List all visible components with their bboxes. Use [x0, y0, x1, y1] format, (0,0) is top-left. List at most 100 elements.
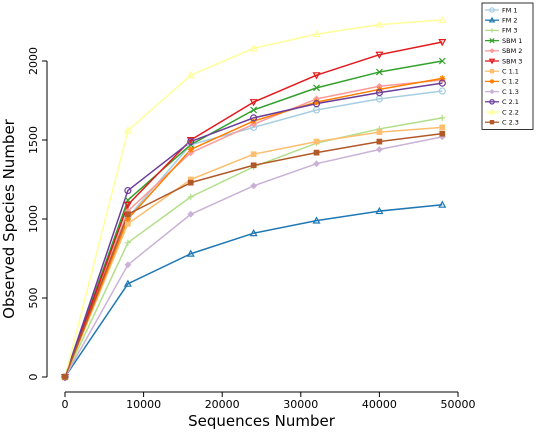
data-point-c-2-2	[438, 15, 447, 23]
data-point-sbm-1	[250, 106, 258, 114]
data-point-c-1-3	[124, 261, 132, 269]
data-point-c-1-1	[376, 129, 383, 135]
data-point-c-1-3	[250, 182, 258, 190]
data-point-c-2-1	[187, 137, 195, 146]
data-point-fm-2	[438, 200, 447, 208]
x-ticks: 0 10000 20000 30000 40000 50000	[62, 392, 476, 411]
data-point-fm-2	[312, 216, 321, 224]
y-tick-label: 1500	[27, 126, 40, 154]
y-tick-label: 500	[27, 288, 40, 309]
data-point-c-1-3	[187, 210, 195, 218]
data-point-c-2-3	[187, 179, 194, 186]
series-markers	[60, 15, 447, 382]
legend-label-c-1-1: C 1.1	[502, 68, 519, 76]
legend-label-c-2-3: C 2.3	[502, 119, 519, 127]
data-point-c-1-3	[375, 146, 383, 153]
legend-label-fm-1: FM 1	[502, 6, 518, 14]
data-point-sbm-3	[123, 201, 132, 210]
data-point-fm-3	[439, 114, 446, 121]
data-point-c-2-1	[438, 79, 446, 87]
data-point-c-1-1	[313, 138, 320, 145]
legend-items: FM 1 FM 2 FM 3 SBM 1 SBM 2 SBM 3 C 1.1 C 1.2 C 1…	[485, 6, 522, 127]
data-point-c-1-2	[313, 99, 320, 106]
series-line-c-2-1	[64, 82, 443, 378]
data-point-c-2-2	[375, 20, 384, 28]
data-point-fm-2	[249, 228, 258, 237]
data-point-c-2-1	[124, 186, 132, 195]
data-point-c-1-3	[313, 160, 320, 168]
y-tick-label: 1000	[27, 205, 40, 233]
legend-label-sbm-2: SBM 2	[502, 47, 522, 55]
data-point-c-1-1	[250, 151, 257, 158]
data-point-fm-1	[438, 87, 446, 95]
y-tick-label: 2000	[27, 47, 40, 75]
data-point-c-2-3	[376, 138, 383, 145]
x-tick-label: 0	[62, 398, 69, 411]
y-axis-title: Observed Species Number	[0, 118, 18, 319]
legend-label-c-2-2: C 2.2	[502, 108, 519, 116]
data-point-sbm-3	[249, 99, 258, 107]
data-point-sbm-1	[438, 57, 446, 65]
data-point-sbm-1	[375, 68, 383, 76]
data-point-c-2-2	[249, 44, 258, 52]
legend-marker-c-1-3	[489, 88, 495, 95]
legend-marker-fm-3	[489, 28, 495, 33]
data-point-sbm-1	[313, 84, 320, 92]
x-tick-label: 50000	[441, 398, 476, 411]
data-point-c-2-1	[250, 114, 258, 122]
legend-label-c-2-1: C 2.1	[502, 98, 519, 106]
data-point-c-2-3	[62, 374, 68, 380]
data-point-c-2-3	[125, 211, 131, 218]
series-line-c-2-2	[64, 19, 443, 378]
legend-marker-sbm-3	[488, 58, 496, 65]
data-point-sbm-3	[186, 137, 195, 145]
data-point-fm-2	[186, 249, 195, 257]
legend-marker-sbm-2	[489, 48, 495, 54]
legend-label-sbm-3: SBM 3	[502, 57, 522, 65]
data-point-c-1-2	[439, 75, 446, 82]
data-point-fm-3	[187, 193, 194, 200]
series-lines	[64, 19, 443, 378]
legend-marker-fm-2	[488, 16, 496, 23]
legend-marker-c-1-1	[489, 69, 495, 74]
series-line-sbm-1	[64, 60, 443, 378]
data-point-sbm-3	[438, 39, 447, 47]
axes: 0 10000 20000 30000 40000 50000 0 500 1000 1500 2…	[27, 47, 476, 411]
data-point-c-1-2	[187, 146, 194, 153]
legend-label-c-1-3: C 1.3	[502, 88, 519, 96]
x-axis-title: Sequences Number	[188, 412, 336, 430]
data-point-fm-2	[375, 206, 384, 215]
data-point-fm-3	[124, 239, 131, 246]
legend-marker-c-2-3	[489, 120, 495, 125]
data-point-c-2-2	[186, 70, 195, 79]
data-point-c-2-3	[313, 149, 320, 156]
legend-marker-sbm-1	[489, 37, 495, 44]
data-point-c-2-1	[375, 88, 383, 97]
legend-label-fm-3: FM 3	[502, 27, 518, 35]
legend-marker-c-2-1	[489, 99, 495, 105]
data-point-c-1-1	[439, 124, 446, 131]
legend: FM 1 FM 2 FM 3 SBM 1 SBM 2 SBM 3 C 1.1 C 1.2 C 1…	[481, 2, 534, 130]
data-point-c-2-2	[123, 126, 132, 134]
legend-label-c-1-2: C 1.2	[502, 78, 519, 86]
x-tick-label: 10000	[126, 398, 161, 411]
data-point-c-2-3	[250, 162, 257, 169]
data-point-c-2-1	[312, 100, 321, 108]
data-point-sbm-3	[375, 51, 384, 59]
legend-box	[481, 2, 534, 130]
x-tick-label: 30000	[283, 398, 318, 411]
legend-label-sbm-1: SBM 1	[502, 37, 522, 45]
series-line-sbm-3	[64, 41, 443, 378]
x-tick-label: 40000	[362, 398, 397, 411]
data-point-sbm-3	[312, 72, 321, 80]
y-ticks: 0 500 1000 1500 2000	[27, 47, 47, 381]
data-point-c-2-3	[439, 130, 446, 137]
legend-marker-c-2-2	[488, 108, 496, 115]
data-point-c-1-2	[124, 216, 131, 222]
legend-marker-c-1-2	[489, 79, 495, 84]
series-line-fm-2	[64, 204, 443, 378]
data-point-fm-2	[123, 279, 132, 287]
legend-label-fm-2: FM 2	[502, 17, 518, 25]
data-point-c-2-2	[312, 29, 321, 38]
